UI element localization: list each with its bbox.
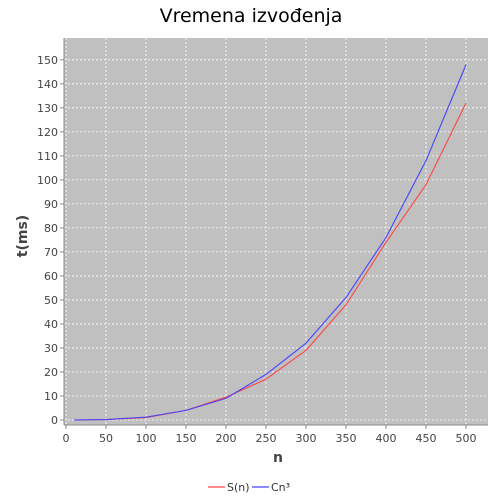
x-tick-label: 400: [376, 432, 397, 445]
axes: [60, 38, 488, 429]
y-tick-label: 50: [44, 294, 58, 307]
y-tick-label: 130: [37, 102, 58, 115]
y-tick-label: 150: [37, 54, 58, 67]
x-axis-label: n: [273, 450, 283, 466]
x-tick-label: 0: [63, 432, 70, 445]
y-tick-label: 110: [37, 150, 58, 163]
plot-area: [64, 38, 488, 425]
legend-label-2: Cn³: [271, 481, 290, 494]
x-tick-label: 300: [296, 432, 317, 445]
x-tick-label: 500: [456, 432, 477, 445]
y-tick-label: 20: [44, 366, 58, 379]
legend: S(n) Cn³: [208, 481, 290, 494]
x-tick-label: 250: [256, 432, 277, 445]
y-tick-label: 90: [44, 198, 58, 211]
grid-lines: [64, 38, 488, 425]
y-tick-label: 30: [44, 342, 58, 355]
chart-title: Vremena izvođenja: [160, 5, 343, 27]
legend-label-1: S(n): [227, 481, 250, 494]
y-tick-label: 70: [44, 246, 58, 259]
x-tick-label: 350: [336, 432, 357, 445]
x-tick-label: 50: [99, 432, 113, 445]
x-tick-label: 100: [136, 432, 157, 445]
x-tick-label: 450: [416, 432, 437, 445]
y-tick-label: 10: [44, 390, 58, 403]
x-tick-label: 200: [216, 432, 237, 445]
y-tick-label: 100: [37, 174, 58, 187]
y-tick-label: 60: [44, 270, 58, 283]
x-tick-label: 150: [176, 432, 197, 445]
y-tick-label: 0: [51, 414, 58, 427]
tick-labels: 0 50 100 150 200 250 300 350 400 450 500 0 10 20 30 40 5…: [37, 54, 477, 445]
y-tick-label: 120: [37, 126, 58, 139]
y-tick-label: 140: [37, 78, 58, 91]
y-tick-label: 80: [44, 222, 58, 235]
y-axis-label: t(ms): [15, 215, 31, 257]
y-tick-label: 40: [44, 318, 58, 331]
series-line-2: [73, 64, 467, 421]
data-series: [73, 64, 467, 421]
